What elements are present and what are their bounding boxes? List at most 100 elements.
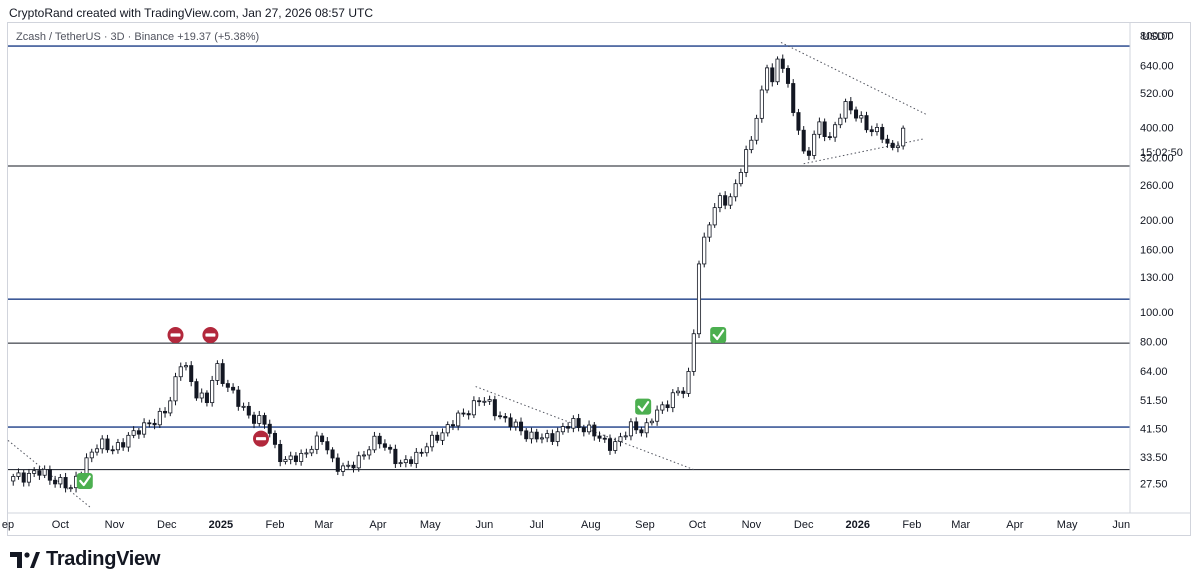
candle-body <box>806 150 811 156</box>
candle-body <box>356 455 361 469</box>
candle-body <box>388 446 393 450</box>
candle <box>440 428 445 446</box>
candle <box>283 456 288 465</box>
candle <box>236 385 241 411</box>
candle <box>351 461 356 473</box>
candle-body <box>754 117 759 141</box>
candle-body <box>681 390 686 394</box>
candle-body <box>152 422 157 426</box>
candle <box>320 432 325 445</box>
candle <box>403 455 408 468</box>
candle <box>869 125 874 137</box>
candle-body <box>487 399 492 402</box>
candle-body <box>791 83 796 113</box>
candle <box>372 431 377 453</box>
candle <box>409 456 414 467</box>
candle-body <box>424 446 429 454</box>
candle <box>477 397 482 407</box>
candle-body <box>16 472 21 477</box>
candle <box>225 379 230 393</box>
candle-body <box>445 424 450 434</box>
price-axis[interactable]: 800.00 640.00 520.00 400.00 320.00 260.00 200.… <box>1140 31 1174 491</box>
candle-body <box>859 115 864 119</box>
candle <box>63 472 68 493</box>
candle-body <box>346 464 351 467</box>
x-tick-label: Oct <box>52 519 69 531</box>
candle <box>717 192 722 213</box>
candle-body <box>367 449 372 456</box>
candle <box>220 359 225 387</box>
candle <box>147 419 152 428</box>
candle-body <box>435 434 440 441</box>
candle-body <box>880 127 885 140</box>
candle-body <box>723 195 728 206</box>
candle <box>655 405 660 426</box>
candle-body <box>84 457 89 475</box>
y-tick-label: 51.50 <box>1140 395 1168 407</box>
candle-body <box>68 487 73 490</box>
candle-body <box>592 424 597 437</box>
candle <box>110 445 115 455</box>
attribution-text: CryptoRand created with TradingView.com,… <box>9 6 373 20</box>
candle <box>560 422 565 435</box>
candle-body <box>393 448 398 465</box>
candle-body <box>163 410 168 414</box>
check-mark-icon <box>76 472 93 489</box>
candle-body <box>26 472 31 483</box>
tradingview-logo: TradingView <box>10 548 160 571</box>
candle <box>215 360 220 385</box>
candle-body <box>560 426 565 433</box>
candle <box>115 438 120 454</box>
candle <box>770 63 775 87</box>
no-entry-icon <box>202 327 219 344</box>
candle <box>199 388 204 403</box>
y-tick-label: 520.00 <box>1140 88 1174 100</box>
candle <box>874 123 880 136</box>
candle <box>346 460 351 469</box>
x-tick-label: 2026 <box>846 519 870 531</box>
candle-body <box>864 115 869 131</box>
candle <box>288 451 293 465</box>
candle <box>445 421 450 437</box>
candle <box>539 433 544 444</box>
x-tick-label: Mar <box>314 519 333 531</box>
candle-body <box>94 448 100 453</box>
candle <box>628 418 633 441</box>
candle-body <box>225 383 230 388</box>
candle <box>524 428 529 442</box>
candle-body <box>827 136 832 138</box>
candle <box>142 418 147 438</box>
candle-body <box>775 58 780 83</box>
candle <box>618 432 623 447</box>
candle <box>398 459 403 468</box>
candle <box>487 395 492 405</box>
candlesticks <box>11 54 906 493</box>
candle <box>754 114 759 145</box>
candle-body <box>335 457 340 472</box>
candle-body <box>623 435 628 438</box>
candle-body <box>252 414 257 424</box>
candle <box>204 390 209 407</box>
x-tick-label: 2025 <box>209 519 233 531</box>
candle-body <box>639 429 644 434</box>
candle-body <box>843 101 848 119</box>
candle <box>382 439 387 451</box>
candle-body <box>848 101 853 111</box>
trendline-3[interactable] <box>803 138 925 165</box>
candle <box>157 407 162 429</box>
x-tick-label: Nov <box>105 519 125 531</box>
candle <box>252 411 257 429</box>
candle-body <box>314 435 319 450</box>
candle-body <box>382 443 387 448</box>
candle <box>644 418 649 438</box>
candle <box>634 417 639 434</box>
trendline-2[interactable] <box>780 42 928 116</box>
time-axis[interactable]: ep Oct Nov Dec 2025 Feb Mar Apr May Jun Jul Aug Sep O… <box>2 519 1130 531</box>
candle-body <box>555 431 560 442</box>
candle-body <box>833 124 838 138</box>
y-tick-label: 800.00 <box>1140 31 1174 43</box>
x-tick-label: ep <box>2 519 14 531</box>
candle-body <box>759 89 764 119</box>
candle <box>335 453 340 476</box>
